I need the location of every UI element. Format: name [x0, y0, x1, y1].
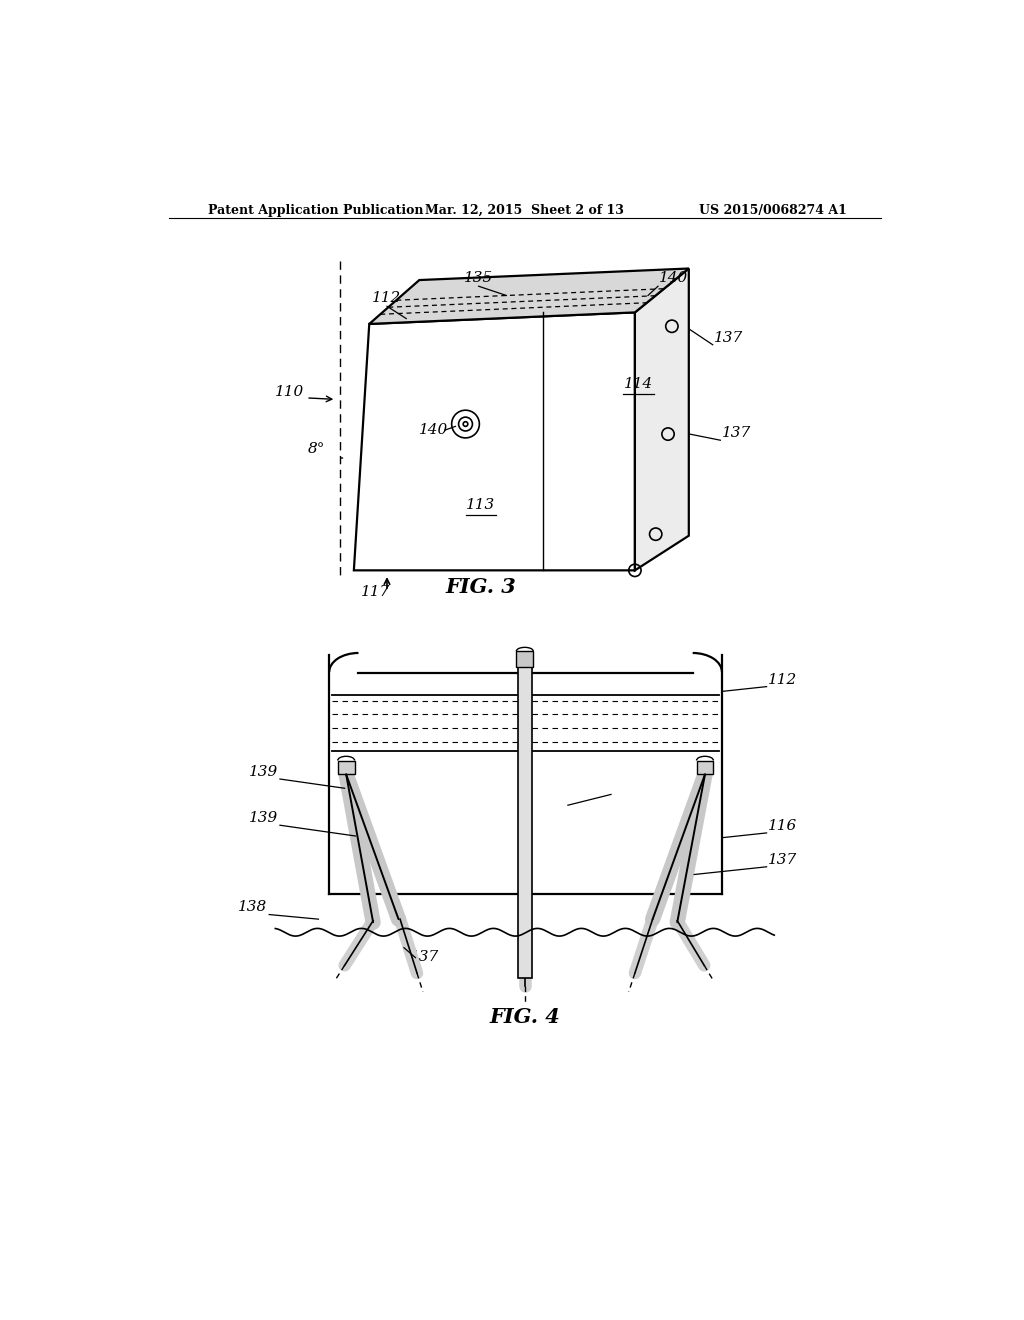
Bar — [696, 760, 714, 775]
Text: 140: 140 — [419, 424, 447, 437]
Text: 135: 135 — [464, 271, 494, 285]
Text: 112: 112 — [768, 673, 798, 686]
Text: 139: 139 — [249, 766, 279, 779]
Text: 139: 139 — [249, 810, 279, 825]
Bar — [338, 760, 354, 775]
Text: 137: 137 — [410, 950, 439, 964]
Text: 137: 137 — [722, 426, 752, 440]
Text: 116: 116 — [768, 818, 798, 833]
Polygon shape — [330, 673, 722, 894]
Text: 8°: 8° — [308, 442, 326, 457]
Text: FIG. 3: FIG. 3 — [445, 577, 516, 597]
Polygon shape — [370, 268, 689, 323]
Bar — [518, 657, 531, 978]
Polygon shape — [354, 313, 635, 570]
Bar — [516, 651, 534, 667]
Text: 138: 138 — [239, 900, 267, 915]
Text: US 2015/0068274 A1: US 2015/0068274 A1 — [698, 205, 847, 218]
Text: 137: 137 — [714, 331, 743, 345]
Text: 112: 112 — [373, 290, 401, 305]
Text: 117: 117 — [360, 585, 390, 599]
Text: 137: 137 — [612, 780, 642, 795]
Text: 114: 114 — [625, 378, 653, 391]
Text: 113: 113 — [466, 498, 496, 512]
Text: 137: 137 — [768, 853, 798, 867]
Text: Patent Application Publication: Patent Application Publication — [208, 205, 423, 218]
Text: Mar. 12, 2015  Sheet 2 of 13: Mar. 12, 2015 Sheet 2 of 13 — [425, 205, 625, 218]
Text: 140: 140 — [658, 271, 688, 285]
Text: 110: 110 — [275, 384, 304, 399]
Text: FIG. 4: FIG. 4 — [489, 1007, 560, 1027]
Polygon shape — [635, 268, 689, 570]
